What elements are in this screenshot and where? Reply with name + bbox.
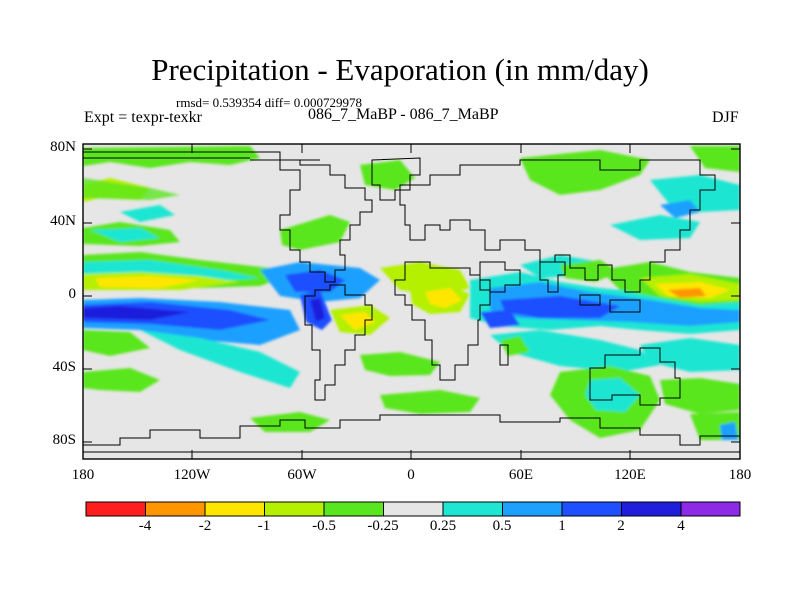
field-patch <box>500 296 620 318</box>
colorbar-swatch <box>323 501 384 517</box>
comparison-label: 086_7_MaBP - 086_7_MaBP <box>308 106 499 123</box>
field-patch <box>480 310 520 328</box>
field-patch <box>90 228 160 242</box>
colorbar-label: -0.25 <box>367 518 399 534</box>
field-patch <box>83 306 190 320</box>
lon-label: 180 <box>728 467 752 483</box>
axis-ticks <box>83 144 740 459</box>
field-patch <box>490 330 660 372</box>
colorbar-swatch <box>442 501 503 517</box>
colorbar-swatch <box>85 501 146 517</box>
lon-label: 120W <box>173 467 211 483</box>
lat-label: 80N <box>50 139 76 155</box>
plot-title: Precipitation - Evaporation (in mm/day) <box>151 52 649 87</box>
lat-label: 80S <box>52 432 76 448</box>
field-patch <box>650 175 740 212</box>
colorbar-label: 0.25 <box>429 518 457 534</box>
colorbar-swatch <box>264 501 325 517</box>
field-patch <box>310 298 325 322</box>
field-patch <box>83 178 180 200</box>
field-patch <box>250 412 330 432</box>
colorbar-label: 1 <box>558 518 566 534</box>
field-patch <box>520 150 650 195</box>
field-patch <box>340 312 375 330</box>
lat-label: 40S <box>52 359 76 375</box>
lon-label: 0 <box>407 467 415 483</box>
lon-label: 60E <box>508 467 534 483</box>
lon-label: 120E <box>614 467 646 483</box>
colorbar-swatch <box>502 501 563 517</box>
field-patch <box>280 215 350 250</box>
field-patch <box>610 215 700 240</box>
colorbar-swatch <box>561 501 622 517</box>
lat-label: 40N <box>50 213 76 229</box>
colorbar-swatch <box>621 501 682 517</box>
field-patch <box>95 276 200 288</box>
field-patch <box>83 368 160 392</box>
colorbar-label: -0.5 <box>312 518 336 534</box>
stats-line: rmsd= 0.539354 diff= 0.000729978 <box>176 95 362 110</box>
experiment-label: Expt = texpr-texkr <box>84 109 202 126</box>
lat-label: 0 <box>68 286 77 302</box>
field-patch <box>83 330 150 356</box>
field-patch <box>640 338 740 372</box>
colorbar-swatch <box>383 501 444 517</box>
colorbar <box>85 501 741 517</box>
lon-label: 60W <box>287 467 317 483</box>
colorbar-label: -1 <box>257 518 271 534</box>
field-patch <box>140 330 300 388</box>
field-patch <box>380 390 480 414</box>
colorbar-label: 0.5 <box>492 518 512 534</box>
season-label: DJF <box>712 109 739 126</box>
field-patch <box>720 422 738 440</box>
field-patch <box>425 288 462 308</box>
colorbar-swatch <box>145 501 206 517</box>
field-patch <box>360 160 415 190</box>
field-patch <box>690 146 740 172</box>
colorbar-swatch <box>680 501 741 517</box>
colorbar-label: 2 <box>617 518 625 534</box>
field-patch <box>668 288 706 298</box>
colorbar-label: -2 <box>198 518 212 534</box>
field-patch <box>120 205 175 222</box>
colorbar-swatch <box>204 501 265 517</box>
field-patch <box>360 352 440 376</box>
colorbar-label: 4 <box>677 518 685 534</box>
precip-field <box>83 144 740 459</box>
colorbar-label: -4 <box>138 518 152 534</box>
lon-label: 180 <box>71 467 95 483</box>
